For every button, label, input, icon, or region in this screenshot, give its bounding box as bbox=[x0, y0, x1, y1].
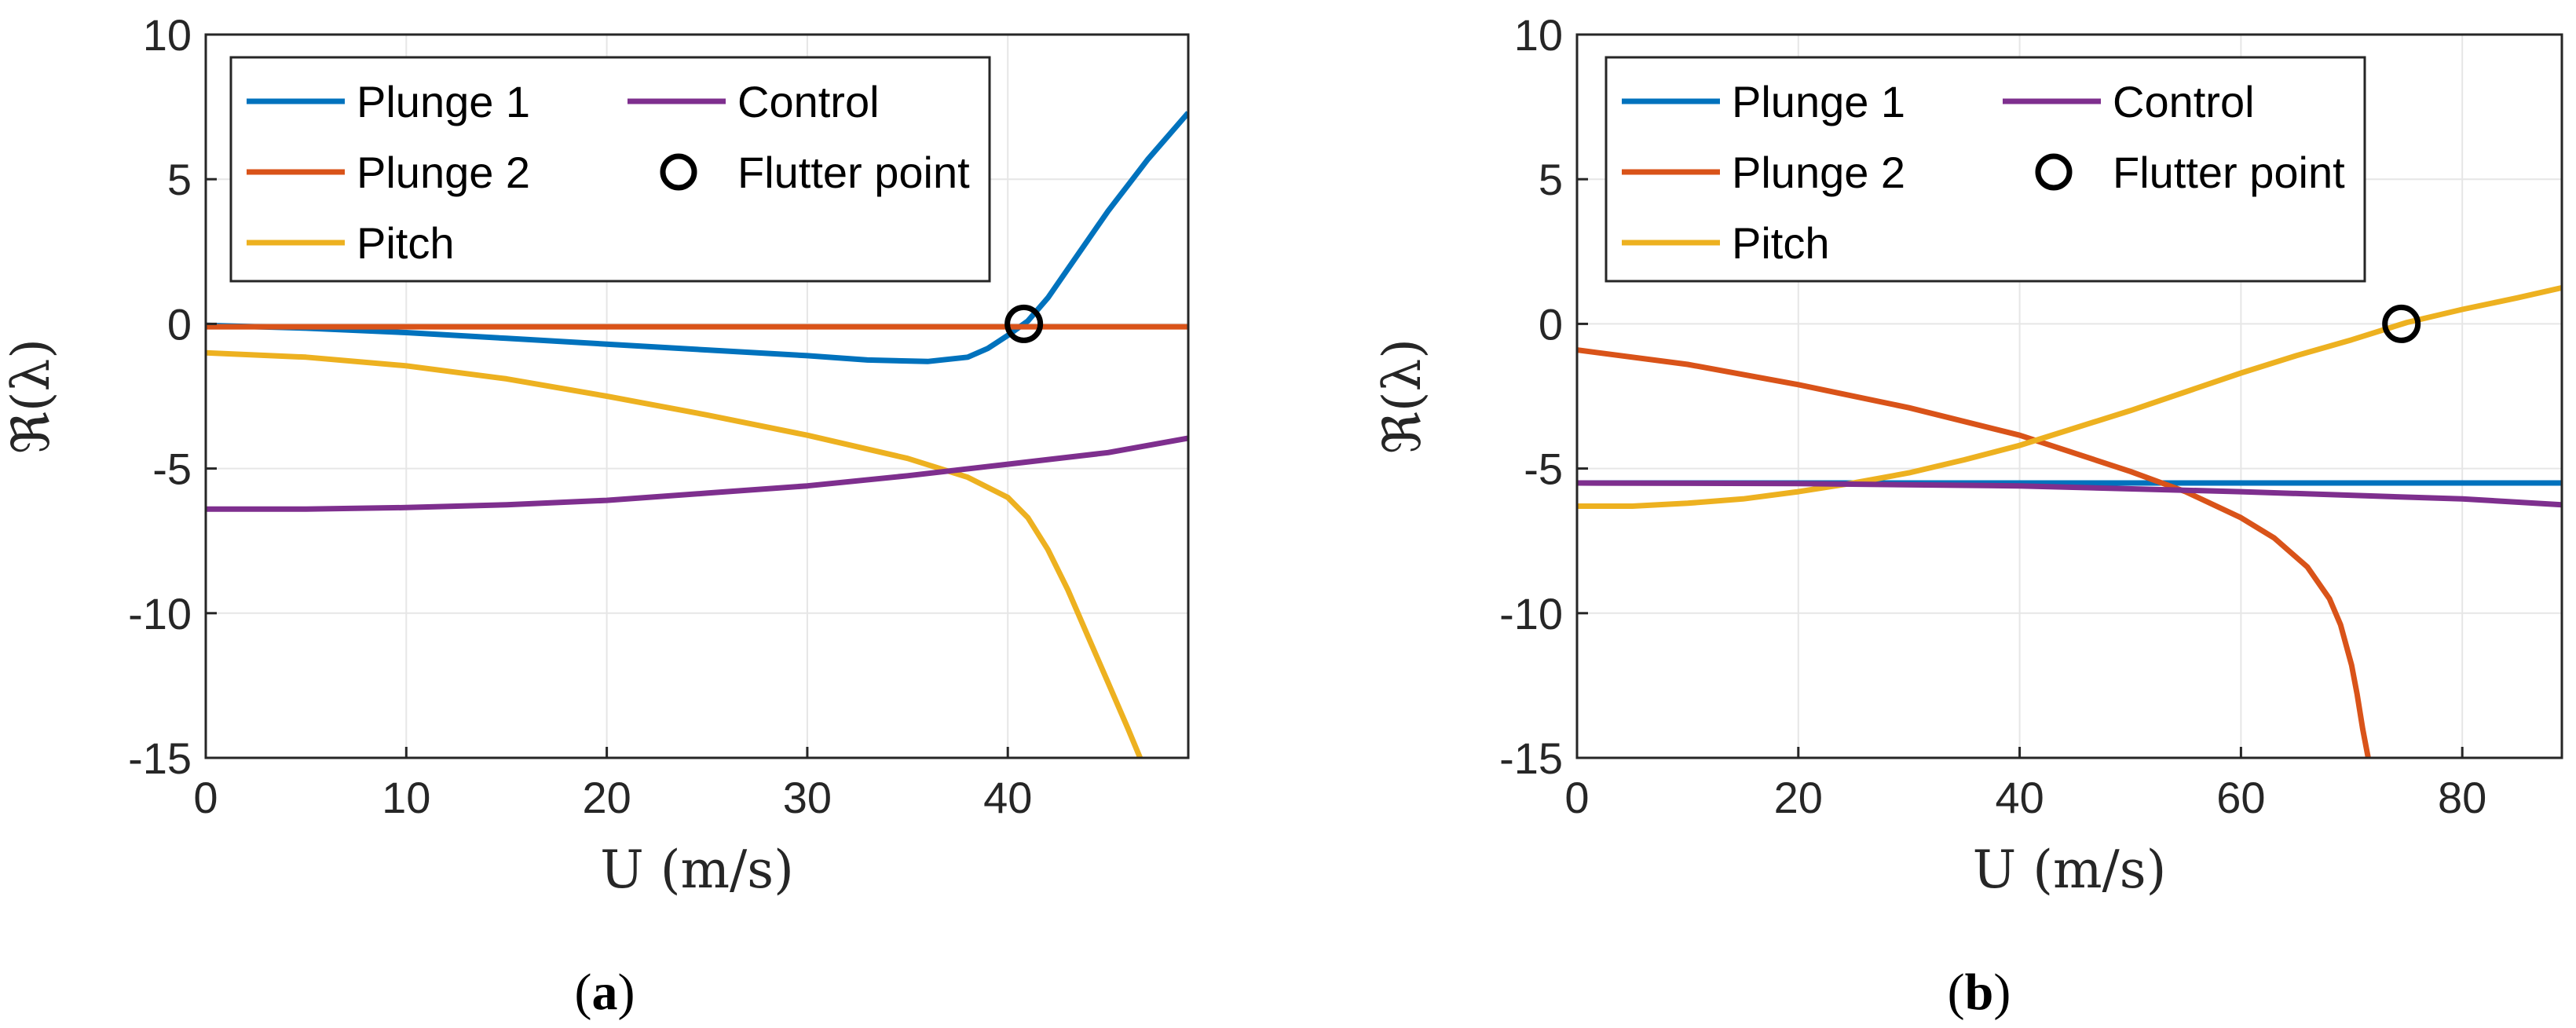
x-tick-label: 0 bbox=[193, 773, 218, 822]
series-line-plunge-1 bbox=[206, 111, 1188, 364]
y-tick-label: 5 bbox=[1539, 155, 1563, 204]
series-line-control bbox=[1577, 480, 2562, 508]
legend-item-control: Control bbox=[628, 77, 880, 126]
y-tick-label: 0 bbox=[1539, 299, 1563, 349]
y-tick-label: -5 bbox=[152, 444, 192, 494]
legend-item-control: Control bbox=[2003, 77, 2255, 126]
panel-caption: (b) bbox=[1948, 964, 2011, 1021]
legend-flutter-symbol bbox=[660, 153, 697, 191]
legend-flutter-symbol bbox=[2035, 153, 2073, 191]
caption-close-paren: ) bbox=[618, 964, 635, 1021]
panel-a: 0 10 20 30 40 10 5 0 -5 -10 -15 U (m/s) ℜ(λ) Plunge 1… bbox=[1, 10, 1190, 1021]
x-axis-label: U (m/s) bbox=[1973, 840, 2167, 900]
caption-letter: a bbox=[592, 964, 618, 1021]
legend-item-plunge-2: Plunge 2 bbox=[1622, 148, 1905, 197]
y-tick-label: 10 bbox=[1514, 10, 1563, 60]
x-tick-label: 30 bbox=[783, 773, 832, 822]
x-tick-label: 80 bbox=[2438, 773, 2486, 822]
panel-b: 0 20 40 60 80 10 5 0 -5 -10 -15 U (m/s) ℜ(λ) Plunge 1… bbox=[1372, 10, 2563, 1021]
legend-label: Plunge 2 bbox=[1732, 148, 1905, 197]
legend-label: Plunge 2 bbox=[357, 148, 530, 197]
x-axis-label: U (m/s) bbox=[600, 840, 794, 900]
legend-item-flutter-point: Flutter point bbox=[2035, 148, 2345, 197]
flutter-point-marker bbox=[2382, 304, 2421, 343]
caption-open-paren: ( bbox=[1948, 964, 1965, 1021]
x-tick-label: 20 bbox=[1774, 773, 1823, 822]
flutter-point-marker bbox=[1004, 304, 1044, 343]
y-tick-label: -10 bbox=[128, 589, 192, 638]
series-line-pitch bbox=[206, 349, 1143, 758]
y-tick-label: 10 bbox=[143, 10, 192, 60]
x-tick-label: 40 bbox=[983, 773, 1032, 822]
y-axis-label: ℜ(λ) bbox=[1372, 338, 1433, 454]
caption-close-paren: ) bbox=[1993, 964, 2011, 1021]
legend-item-flutter-point: Flutter point bbox=[660, 148, 970, 197]
x-tick-label: 20 bbox=[582, 773, 631, 822]
legend-item-pitch: Pitch bbox=[247, 218, 455, 268]
caption-letter: b bbox=[1965, 964, 1994, 1021]
series-line-control bbox=[206, 435, 1188, 512]
legend: Plunge 1 Control Plunge 2 Flutter point Pitc… bbox=[1605, 56, 2366, 283]
legend-box bbox=[1605, 56, 2366, 283]
caption-open-paren: ( bbox=[575, 964, 592, 1021]
y-tick-label: -15 bbox=[128, 734, 192, 783]
legend-label: Pitch bbox=[1732, 218, 1830, 268]
legend-label: Plunge 1 bbox=[1732, 77, 1905, 126]
y-tick-label: 5 bbox=[167, 155, 192, 204]
legend-label: Control bbox=[737, 77, 880, 126]
y-tick-label: -15 bbox=[1499, 734, 1563, 783]
legend-label: Control bbox=[2113, 77, 2255, 126]
panel-caption: (a) bbox=[575, 964, 635, 1021]
x-tick-label: 60 bbox=[2216, 773, 2265, 822]
series-line-pitch bbox=[1577, 284, 2562, 509]
legend-item-plunge-1: Plunge 1 bbox=[1622, 77, 1905, 126]
axes-box bbox=[1575, 33, 2563, 759]
series-line-plunge-2 bbox=[1577, 347, 2371, 758]
legend-item-plunge-2: Plunge 2 bbox=[247, 148, 530, 197]
x-tick-label: 10 bbox=[382, 773, 430, 822]
legend-box bbox=[229, 56, 991, 283]
legend-item-plunge-1: Plunge 1 bbox=[247, 77, 530, 126]
legend-label: Plunge 1 bbox=[357, 77, 530, 126]
legend-label: Flutter point bbox=[737, 148, 970, 197]
y-tick-label: 0 bbox=[167, 299, 192, 349]
y-tick-label: -5 bbox=[1524, 444, 1563, 494]
legend-item-pitch: Pitch bbox=[1622, 218, 1830, 268]
y-axis-label: ℜ(λ) bbox=[1, 338, 61, 454]
x-tick-label: 0 bbox=[1564, 773, 1589, 822]
legend-label: Flutter point bbox=[2113, 148, 2345, 197]
x-tick-label: 40 bbox=[1995, 773, 2044, 822]
axes-box bbox=[204, 33, 1190, 759]
legend: Plunge 1 Control Plunge 2 Flutter point Pitc… bbox=[229, 56, 991, 283]
y-tick-label: -10 bbox=[1499, 589, 1563, 638]
legend-label: Pitch bbox=[357, 218, 455, 268]
